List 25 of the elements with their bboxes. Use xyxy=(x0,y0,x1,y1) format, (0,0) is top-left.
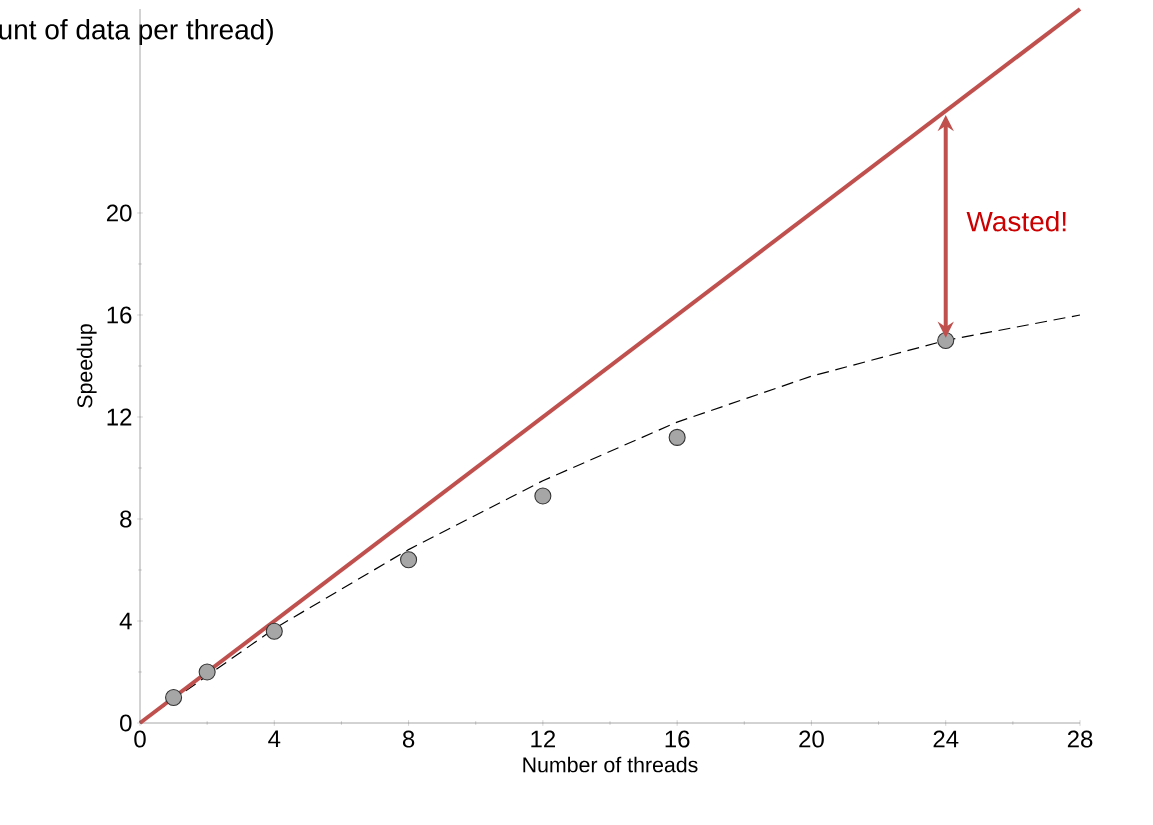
x-tick-label: 24 xyxy=(933,730,959,748)
chart-title: unt of data per thread) xyxy=(0,18,273,46)
point xyxy=(937,331,955,350)
y-axis-title: Speedup xyxy=(76,324,97,408)
y-tick-label: 8 xyxy=(120,510,132,528)
point xyxy=(400,551,418,569)
point xyxy=(265,622,283,640)
y-tick-label: 4 xyxy=(119,612,132,630)
x-tick-label: 28 xyxy=(1067,730,1093,748)
point xyxy=(198,663,216,681)
x-tick-label: 12 xyxy=(531,730,556,748)
x-tick-label: 8 xyxy=(402,730,415,748)
point xyxy=(668,428,686,446)
y-tick-label: 12 xyxy=(107,408,132,426)
y-tick-label: 0 xyxy=(120,714,132,732)
point xyxy=(165,688,183,707)
x-tick-label: 4 xyxy=(268,730,281,748)
y-tick-label: 16 xyxy=(107,306,132,324)
y-tick-label: 20 xyxy=(106,204,132,222)
point xyxy=(534,487,552,505)
x-tick-label: 16 xyxy=(665,730,690,748)
x-axis-title: Number of threads xyxy=(523,756,698,773)
x-tick-label: 0 xyxy=(134,730,146,748)
annotation: Wasted! xyxy=(966,210,1066,232)
x-tick-label: 20 xyxy=(799,730,824,748)
